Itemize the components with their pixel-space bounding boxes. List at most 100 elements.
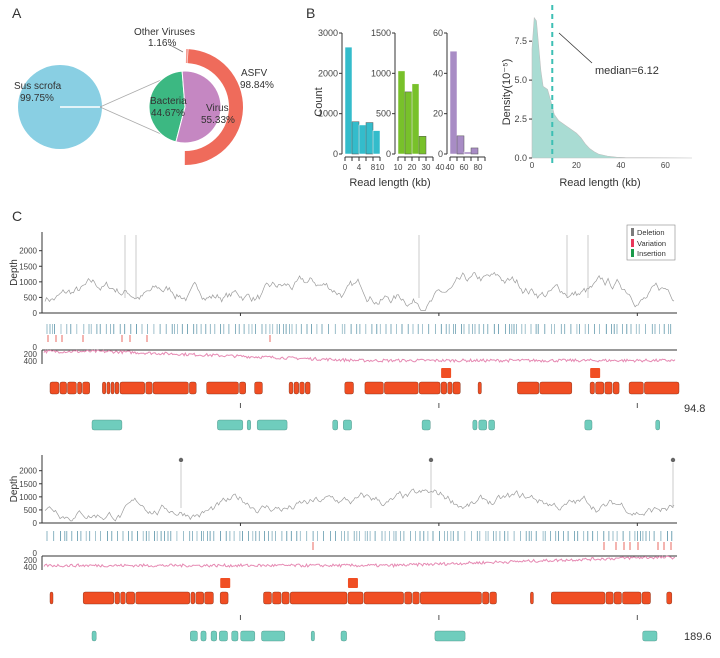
panel-c-genome-tracks: 0500100015002000Depth0200400050010001500… bbox=[9, 232, 680, 642]
gene-forward bbox=[67, 381, 77, 395]
hist-x-tick-label: 40 bbox=[436, 163, 445, 172]
gene-forward bbox=[347, 591, 364, 605]
gene-reverse bbox=[311, 630, 315, 642]
segment-1-end-label: 94.8 bbox=[684, 403, 705, 415]
legend: Deletion Variation Insertion bbox=[626, 224, 676, 261]
coverage-tick-label: 0 bbox=[33, 549, 38, 558]
panel-label-b: B bbox=[306, 5, 315, 21]
gene-forward bbox=[219, 591, 229, 605]
gene-forward bbox=[106, 381, 111, 395]
gene-forward bbox=[195, 591, 204, 605]
legend-variation: Variation bbox=[637, 239, 666, 248]
depth-y-tick-label: 2000 bbox=[19, 247, 37, 256]
gene-forward bbox=[605, 591, 614, 605]
gene-forward bbox=[293, 381, 299, 395]
histogram-ylabel: Count bbox=[313, 87, 325, 116]
gene-reverse bbox=[240, 630, 255, 642]
gene-forward bbox=[440, 381, 447, 395]
legend-swatch-deletion bbox=[631, 228, 634, 236]
gene-reverse bbox=[434, 630, 466, 642]
coverage-line bbox=[43, 349, 676, 364]
gene-forward bbox=[190, 591, 195, 605]
gene-forward bbox=[622, 591, 642, 605]
ring-asfv-other bbox=[184, 49, 244, 165]
density-y-tick-label: 5.0 bbox=[514, 75, 527, 85]
gene-reverse bbox=[261, 630, 285, 642]
label-asfv: ASFV bbox=[241, 68, 267, 79]
median-annotation-line bbox=[558, 32, 593, 64]
label-sus-scrofa: Sus scrofa bbox=[14, 81, 62, 92]
gene-forward bbox=[420, 591, 482, 605]
gene-reverse bbox=[91, 630, 97, 642]
label-bacteria: Bacteria bbox=[150, 96, 187, 107]
gene-forward bbox=[364, 381, 384, 395]
gene-reverse bbox=[343, 419, 352, 431]
gene-forward bbox=[126, 591, 135, 605]
label-other-viruses: Other Viruses bbox=[134, 27, 195, 38]
hist-y-tick-label: 0 bbox=[438, 149, 443, 159]
hist-y-tick-label: 500 bbox=[376, 109, 391, 119]
legend-box bbox=[626, 224, 676, 261]
peak-marker bbox=[178, 457, 184, 463]
depth-y-tick-label: 1500 bbox=[19, 480, 37, 489]
coverage-tick-label: 400 bbox=[24, 563, 38, 572]
depth-y-tick-label: 0 bbox=[33, 309, 38, 318]
gene-forward bbox=[114, 591, 120, 605]
ring-slice-asfv bbox=[184, 49, 244, 165]
gene-reverse bbox=[246, 419, 251, 431]
zoom-connector-top bbox=[99, 75, 171, 108]
gene-forward bbox=[145, 381, 153, 395]
hist-x-tick-label: 8 bbox=[371, 163, 376, 172]
legend-insertion: Insertion bbox=[637, 249, 666, 258]
gene-forward bbox=[604, 381, 613, 395]
gene-reverse bbox=[210, 630, 217, 642]
depth-line bbox=[44, 271, 675, 311]
gene-forward bbox=[641, 591, 651, 605]
gene-forward bbox=[628, 381, 644, 395]
gene-forward-overlap bbox=[590, 368, 601, 378]
histogram-40-90kb: 0 20 40 60 40 60 80 bbox=[433, 28, 486, 172]
histogram-xlabel: Read length (kb) bbox=[349, 177, 430, 189]
gene-forward bbox=[110, 381, 115, 395]
peak-marker bbox=[428, 457, 434, 463]
value-other-viruses: 1.16% bbox=[148, 38, 176, 49]
hist-bar bbox=[418, 136, 427, 155]
hist-bar bbox=[470, 147, 479, 155]
panel-a-pie-charts: Sus scrofa 99.75% Bacteria 44.67% Virus … bbox=[14, 27, 274, 165]
gene-forward bbox=[452, 381, 461, 395]
gene-reverse bbox=[642, 630, 658, 642]
gene-forward bbox=[589, 381, 595, 395]
gene-forward-overlap bbox=[220, 578, 231, 588]
label-virus: Virus bbox=[206, 103, 229, 114]
density-ylabel: Density(10⁻⁵) bbox=[501, 59, 513, 126]
gene-forward bbox=[551, 591, 606, 605]
gene-forward bbox=[482, 591, 490, 605]
hist-bar bbox=[411, 83, 420, 155]
gene-forward bbox=[120, 591, 126, 605]
gene-forward bbox=[447, 381, 453, 395]
gene-reverse bbox=[231, 630, 239, 642]
hist-x-tick-label: 60 bbox=[460, 163, 469, 172]
zoom-connector-bottom bbox=[99, 106, 171, 139]
gene-forward bbox=[119, 381, 145, 395]
gene-forward bbox=[114, 381, 120, 395]
hist-x-tick-label: 0 bbox=[343, 163, 348, 172]
histogram-10-40kb: 0 500 1000 1500 10 20 30 40 bbox=[371, 28, 445, 172]
gene-forward bbox=[305, 381, 311, 395]
pie-bacteria-virus bbox=[148, 70, 222, 144]
gene-forward bbox=[299, 381, 305, 395]
gene-reverse bbox=[217, 419, 243, 431]
value-sus-scrofa: 99.75% bbox=[20, 93, 54, 104]
depth-y-tick-label: 0 bbox=[33, 519, 38, 528]
panel-label-a: A bbox=[12, 5, 22, 21]
gene-forward bbox=[595, 381, 605, 395]
gene-reverse bbox=[421, 419, 431, 431]
hist-bar bbox=[351, 121, 360, 155]
depth-label: Depth bbox=[9, 476, 20, 503]
gene-forward bbox=[102, 381, 107, 395]
gene-forward bbox=[530, 591, 534, 605]
hist-y-tick-label: 1500 bbox=[371, 28, 391, 38]
